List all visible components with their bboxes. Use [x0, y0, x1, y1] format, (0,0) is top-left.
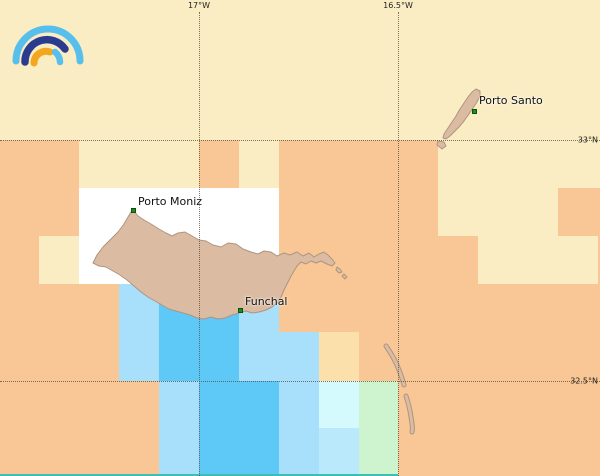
grid-cell: [598, 236, 600, 284]
place-marker-porto-santo: [472, 109, 477, 114]
grid-cell: [159, 381, 199, 428]
parallel-label: 33°N: [577, 135, 598, 145]
logo-arc-middle: [21, 35, 69, 66]
grid-cell: [558, 188, 600, 236]
grid-cell: [279, 188, 438, 236]
desertas-islet: [404, 394, 414, 434]
grid-cell: [319, 381, 359, 428]
place-marker-funchal: [238, 308, 243, 313]
gridline-parallel: [0, 381, 600, 382]
gridline-parallel: [0, 140, 600, 141]
porto-santo-islet: [436, 140, 447, 150]
grid-cell: [359, 428, 398, 476]
grid-cell: [0, 140, 79, 188]
grid-cell: [398, 381, 600, 428]
madeira-island: [92, 210, 336, 320]
grid-cell: [159, 428, 199, 476]
grid-cell: [0, 284, 119, 332]
meridian-label: 16.5°W: [383, 1, 413, 10]
gridline-meridian: [398, 12, 399, 476]
grid-cell: [199, 381, 279, 428]
madeira-islet: [335, 266, 343, 274]
grid-cell: [319, 332, 359, 381]
logo-arc-inner-right: [51, 48, 64, 66]
grid-cell: [279, 140, 438, 188]
grid-cell: [199, 140, 239, 188]
place-label-funchal: Funchal: [245, 295, 288, 308]
grid-cell: [239, 332, 319, 381]
grid-cell: [279, 381, 319, 428]
meridian-label: 17°W: [187, 1, 211, 10]
grid-cell: [0, 381, 159, 428]
grid-cell: [0, 188, 79, 236]
grid-cell: [119, 332, 159, 381]
place-label-porto-moniz: Porto Moniz: [138, 195, 203, 208]
grid-cell: [279, 428, 319, 476]
grid-cell: [0, 428, 159, 476]
grid-cell: [398, 428, 600, 476]
place-label-porto-santo: Porto Santo: [479, 94, 543, 107]
logo-arc-outer: [12, 25, 84, 65]
madeira-islet: [341, 273, 348, 280]
gridline-meridian: [199, 12, 200, 476]
logo-arc-inner: [30, 47, 54, 67]
grid-cell: [319, 428, 359, 476]
grid-cell: [79, 188, 279, 236]
grid-cell: [199, 428, 279, 476]
grid-cell: [0, 236, 39, 284]
grid-cell: [279, 284, 600, 332]
parallel-label: 32.5°N: [570, 376, 598, 386]
porto-santo-island: [442, 88, 481, 140]
grid-cell: [359, 381, 398, 428]
rainbow-logo-icon: [12, 25, 84, 67]
place-marker-porto-moniz: [131, 208, 136, 213]
grid-cell: [0, 332, 119, 381]
